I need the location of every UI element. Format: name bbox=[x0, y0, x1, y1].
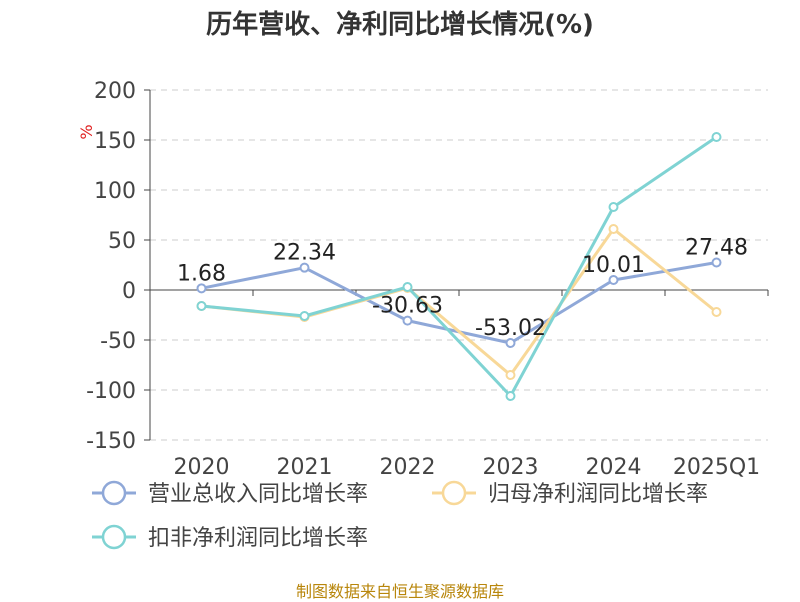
data-point[interactable] bbox=[402, 282, 413, 292]
x-tick-label: 2021 bbox=[277, 455, 333, 480]
y-axis-unit: % bbox=[77, 124, 96, 139]
chart-title: 历年营收、净利同比增长情况(%) bbox=[206, 10, 594, 40]
data-point[interactable] bbox=[505, 338, 516, 349]
data-point[interactable] bbox=[711, 132, 722, 142]
data-label: -53.02 bbox=[475, 316, 546, 341]
y-tick-label: 200 bbox=[94, 79, 136, 104]
x-tick-label: 2025Q1 bbox=[673, 455, 760, 480]
data-point[interactable] bbox=[608, 224, 619, 234]
data-point[interactable] bbox=[196, 283, 207, 294]
legend-swatch-marker bbox=[101, 480, 127, 506]
data-point[interactable] bbox=[711, 257, 722, 268]
data-point[interactable] bbox=[299, 311, 310, 321]
y-tick-label: -50 bbox=[100, 329, 136, 354]
x-tick-label: 2024 bbox=[586, 455, 642, 480]
legend-label: 扣非净利润同比增长率 bbox=[148, 526, 368, 551]
y-tick-label: 150 bbox=[94, 129, 136, 154]
data-point[interactable] bbox=[196, 301, 207, 311]
legend-label: 归母净利润同比增长率 bbox=[488, 482, 708, 507]
data-point[interactable] bbox=[402, 315, 413, 326]
x-tick-label: 2020 bbox=[174, 455, 230, 480]
data-point[interactable] bbox=[711, 307, 722, 317]
legend-item-1[interactable]: 营业总收入同比增长率 bbox=[92, 480, 368, 507]
data-point[interactable] bbox=[505, 391, 516, 401]
data-labels: 1.68 22.34 -30.63 -53.02 10.01 27.48 bbox=[177, 236, 748, 341]
grid-lines bbox=[150, 89, 768, 441]
source-note: 制图数据来自恒生聚源数据库 bbox=[295, 582, 504, 601]
data-label: 1.68 bbox=[177, 261, 226, 286]
legend-item-2[interactable]: 归母净利润同比增长率 bbox=[432, 480, 708, 507]
data-label: 22.34 bbox=[273, 241, 336, 266]
legend-item-3[interactable]: 扣非净利润同比增长率 bbox=[92, 524, 368, 551]
x-tick-label: 2023 bbox=[483, 455, 539, 480]
data-point[interactable] bbox=[608, 202, 619, 212]
legend-swatch-marker bbox=[101, 524, 127, 550]
x-tick-label: 2022 bbox=[380, 455, 436, 480]
data-label: -30.63 bbox=[372, 294, 443, 319]
y-tick-label: 0 bbox=[122, 279, 136, 304]
data-point[interactable] bbox=[299, 262, 310, 273]
data-point[interactable] bbox=[608, 274, 619, 285]
data-point[interactable] bbox=[505, 370, 516, 380]
legend-label: 营业总收入同比增长率 bbox=[148, 482, 368, 507]
data-label: 10.01 bbox=[582, 253, 645, 278]
y-tick-label: 100 bbox=[94, 179, 136, 204]
data-label: 27.48 bbox=[685, 236, 748, 261]
y-tick-label: -100 bbox=[86, 379, 136, 404]
y-tick-label: -150 bbox=[86, 429, 136, 454]
x-axis: 2020 2021 2022 2023 2024 2025Q1 bbox=[149, 289, 769, 480]
y-tick-label: 50 bbox=[108, 229, 136, 254]
y-axis: 200 150 100 50 0 -50 -100 -150 bbox=[86, 79, 151, 454]
series-line-3 bbox=[201, 135, 718, 398]
legend-swatch-marker bbox=[441, 480, 467, 506]
series-lines bbox=[196, 132, 722, 401]
